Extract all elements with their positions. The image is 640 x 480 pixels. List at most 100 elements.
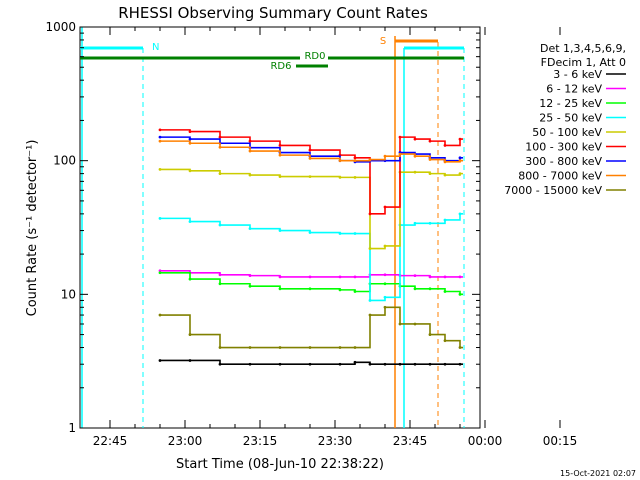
data-point	[188, 141, 192, 145]
flag-label-rd6: RD6	[270, 61, 291, 72]
data-point	[353, 159, 357, 163]
data-point	[248, 346, 252, 349]
data-point	[308, 287, 312, 291]
x-tick-label: 00:15	[543, 434, 578, 448]
data-point	[443, 160, 447, 164]
flag-label-rd0: RD0	[304, 51, 325, 62]
data-point	[428, 158, 432, 161]
data-point	[458, 172, 462, 176]
legend-entry-label: 800 - 7000 keV	[518, 170, 602, 183]
data-point	[383, 154, 387, 158]
data-point	[428, 333, 432, 336]
data-point	[398, 322, 402, 326]
data-point	[413, 154, 417, 158]
data-point	[383, 295, 387, 299]
data-point	[338, 346, 342, 349]
data-point	[188, 137, 192, 141]
y-axis-label: Count Rate (s⁻¹ detector⁻¹)	[25, 140, 40, 317]
data-point	[428, 172, 432, 176]
data-point	[158, 128, 162, 132]
legend-entry-label: 100 - 300 keV	[525, 141, 602, 154]
data-point	[338, 175, 342, 179]
data-point	[338, 362, 342, 366]
x-tick-label: 00:00	[468, 434, 503, 448]
data-point	[428, 275, 432, 279]
series-line-25-50-kev	[160, 213, 463, 302]
data-point	[248, 149, 252, 153]
data-point	[158, 135, 162, 139]
data-point	[158, 168, 162, 171]
data-point	[353, 275, 357, 279]
data-point	[398, 152, 402, 156]
data-point	[278, 362, 282, 366]
data-point	[308, 231, 312, 234]
legend: Det 1,3,4,5,6,9,FDecim 1, Att 03 - 6 keV…	[504, 42, 626, 197]
data-point	[248, 139, 252, 143]
data-point	[188, 277, 192, 281]
data-point	[218, 135, 222, 139]
data-point	[338, 288, 342, 292]
data-point	[338, 232, 342, 235]
data-point	[413, 137, 417, 141]
data-point	[368, 299, 372, 302]
series-line-100-300-kev	[160, 129, 463, 215]
data-point	[368, 313, 372, 317]
data-point	[278, 229, 282, 232]
data-point	[278, 275, 282, 279]
data-point	[248, 274, 252, 278]
data-point	[218, 346, 222, 349]
legend-entry-label: 300 - 800 keV	[525, 155, 602, 168]
chart-title: RHESSI Observing Summary Count Rates	[118, 4, 428, 22]
data-point	[308, 275, 312, 279]
x-tick-label: 23:45	[393, 434, 428, 448]
data-point	[458, 275, 462, 279]
data-point	[458, 362, 462, 366]
data-point	[353, 346, 357, 349]
data-point	[218, 273, 222, 277]
data-point	[188, 333, 192, 336]
data-point	[218, 145, 222, 149]
data-point	[338, 159, 342, 163]
data-point	[248, 284, 252, 288]
data-point	[218, 172, 222, 176]
data-point	[368, 158, 372, 161]
data-point	[158, 216, 162, 220]
data-point	[308, 346, 312, 349]
data-point	[428, 362, 432, 366]
data-point	[383, 282, 387, 286]
data-point	[308, 362, 312, 366]
data-point	[353, 156, 357, 160]
data-point	[218, 282, 222, 286]
data-point	[338, 275, 342, 279]
data-point	[443, 290, 447, 293]
data-point	[278, 346, 282, 349]
x-tick-label: 23:00	[168, 434, 203, 448]
data-point	[308, 175, 312, 178]
data-point	[158, 139, 162, 143]
data-point	[383, 205, 387, 209]
y-tick-label: 100	[53, 154, 76, 168]
flag-label-n: N	[152, 42, 159, 53]
data-point	[413, 287, 417, 291]
data-point	[413, 170, 417, 174]
data-point	[248, 173, 252, 177]
series-line-7000-15000-kev	[160, 306, 463, 349]
data-point	[278, 175, 282, 178]
data-point	[188, 130, 192, 133]
data-point	[158, 359, 162, 362]
data-point	[458, 346, 462, 349]
data-point	[248, 362, 252, 366]
data-point	[413, 221, 417, 225]
data-point	[383, 244, 387, 248]
legend-entry-label: 3 - 6 keV	[553, 68, 602, 81]
data-point	[428, 287, 432, 291]
data-point	[248, 227, 252, 231]
legend-header-line: Det 1,3,4,5,6,9,	[540, 42, 626, 55]
data-point	[443, 339, 447, 343]
data-point	[383, 362, 387, 366]
data-point	[188, 169, 192, 173]
legend-entry-label: 6 - 12 keV	[546, 83, 602, 96]
data-point	[278, 153, 282, 157]
